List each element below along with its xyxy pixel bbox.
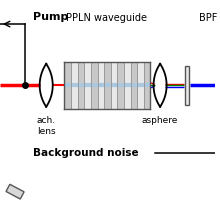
Bar — [78, 62, 84, 109]
Text: ach.
lens: ach. lens — [37, 116, 56, 136]
Bar — [104, 62, 111, 109]
Bar — [111, 62, 117, 109]
Bar — [84, 62, 91, 109]
Text: PPLN waveguide: PPLN waveguide — [66, 13, 147, 23]
Bar — [64, 62, 71, 109]
Text: asphere: asphere — [142, 116, 178, 125]
Text: BPF: BPF — [199, 13, 217, 23]
Bar — [124, 62, 131, 109]
Bar — [91, 62, 97, 109]
Text: Background noise: Background noise — [33, 148, 139, 158]
Polygon shape — [6, 184, 24, 199]
Bar — [185, 66, 189, 105]
Bar — [71, 62, 78, 109]
Text: Pump: Pump — [33, 11, 69, 22]
Bar — [117, 62, 124, 109]
Bar — [64, 62, 150, 109]
Bar — [131, 62, 137, 109]
Bar — [144, 62, 150, 109]
Bar — [137, 62, 144, 109]
Bar — [97, 62, 104, 109]
